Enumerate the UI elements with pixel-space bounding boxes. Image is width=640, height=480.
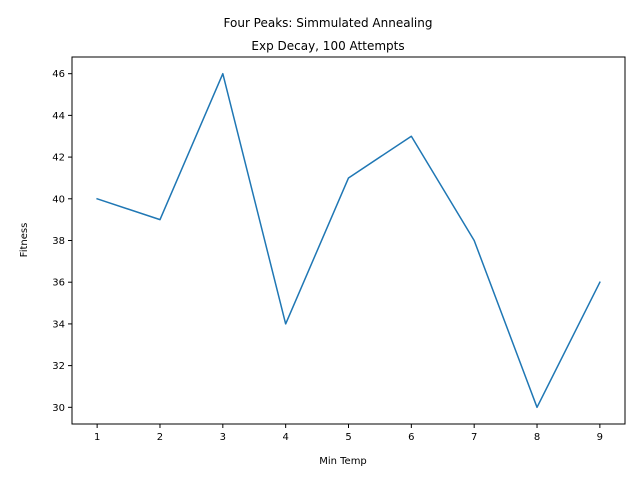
y-tick-label: 30	[52, 403, 65, 414]
chart-subtitle: Exp Decay, 100 Attempts	[251, 39, 404, 53]
chart-title: Four Peaks: Simmulated Annealing	[224, 16, 433, 30]
y-tick-label: 38	[52, 236, 65, 247]
x-tick-label: 9	[597, 432, 603, 443]
x-tick-label: 5	[345, 432, 351, 443]
y-tick-label: 46	[52, 69, 65, 80]
x-tick-label: 3	[220, 432, 226, 443]
y-tick-label: 40	[52, 194, 65, 205]
y-axis-label: Fitness	[19, 223, 30, 258]
x-tick-label: 2	[157, 432, 163, 443]
y-tick-label: 42	[52, 153, 65, 164]
x-tick-label: 4	[282, 432, 288, 443]
x-axis-label: Min Temp	[319, 456, 367, 467]
x-tick-label: 6	[408, 432, 414, 443]
y-tick-label: 34	[52, 319, 65, 330]
x-tick-label: 8	[534, 432, 540, 443]
x-tick-label: 1	[94, 432, 100, 443]
x-tick-label: 7	[471, 432, 477, 443]
series-line-0	[96, 72, 601, 409]
axes-frame	[71, 56, 626, 425]
y-tick-label: 32	[52, 361, 65, 372]
y-tick-label: 36	[52, 278, 65, 289]
y-tick-label: 44	[52, 111, 65, 122]
